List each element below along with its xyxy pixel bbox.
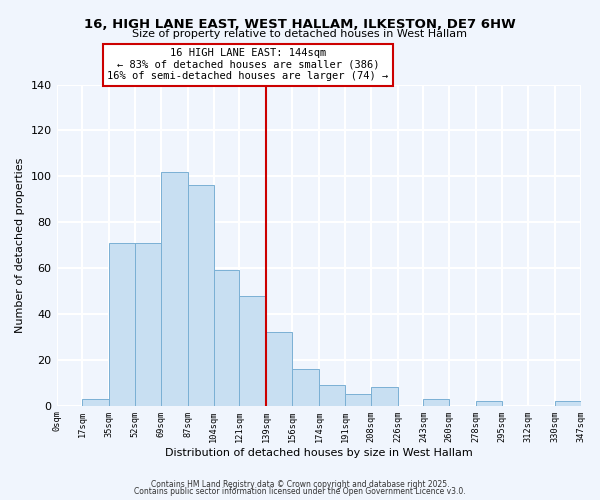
Bar <box>188 186 214 406</box>
Bar <box>266 332 292 406</box>
X-axis label: Distribution of detached houses by size in West Hallam: Distribution of detached houses by size … <box>164 448 472 458</box>
Bar <box>161 172 188 406</box>
Y-axis label: Number of detached properties: Number of detached properties <box>15 158 25 333</box>
Text: 16, HIGH LANE EAST, WEST HALLAM, ILKESTON, DE7 6HW: 16, HIGH LANE EAST, WEST HALLAM, ILKESTO… <box>84 18 516 30</box>
Text: Contains HM Land Registry data © Crown copyright and database right 2025.: Contains HM Land Registry data © Crown c… <box>151 480 449 489</box>
Bar <box>239 296 266 406</box>
Bar <box>476 401 502 406</box>
Text: 16 HIGH LANE EAST: 144sqm
← 83% of detached houses are smaller (386)
16% of semi: 16 HIGH LANE EAST: 144sqm ← 83% of detac… <box>107 48 388 82</box>
Bar <box>424 398 449 406</box>
Bar <box>135 243 161 406</box>
Bar <box>555 401 581 406</box>
Bar <box>109 243 135 406</box>
Bar <box>319 385 345 406</box>
Bar <box>214 270 239 406</box>
Text: Contains public sector information licensed under the Open Government Licence v3: Contains public sector information licen… <box>134 488 466 496</box>
Bar <box>292 369 319 406</box>
Bar <box>345 394 371 406</box>
Bar <box>82 398 109 406</box>
Text: Size of property relative to detached houses in West Hallam: Size of property relative to detached ho… <box>133 29 467 39</box>
Bar <box>371 387 398 406</box>
